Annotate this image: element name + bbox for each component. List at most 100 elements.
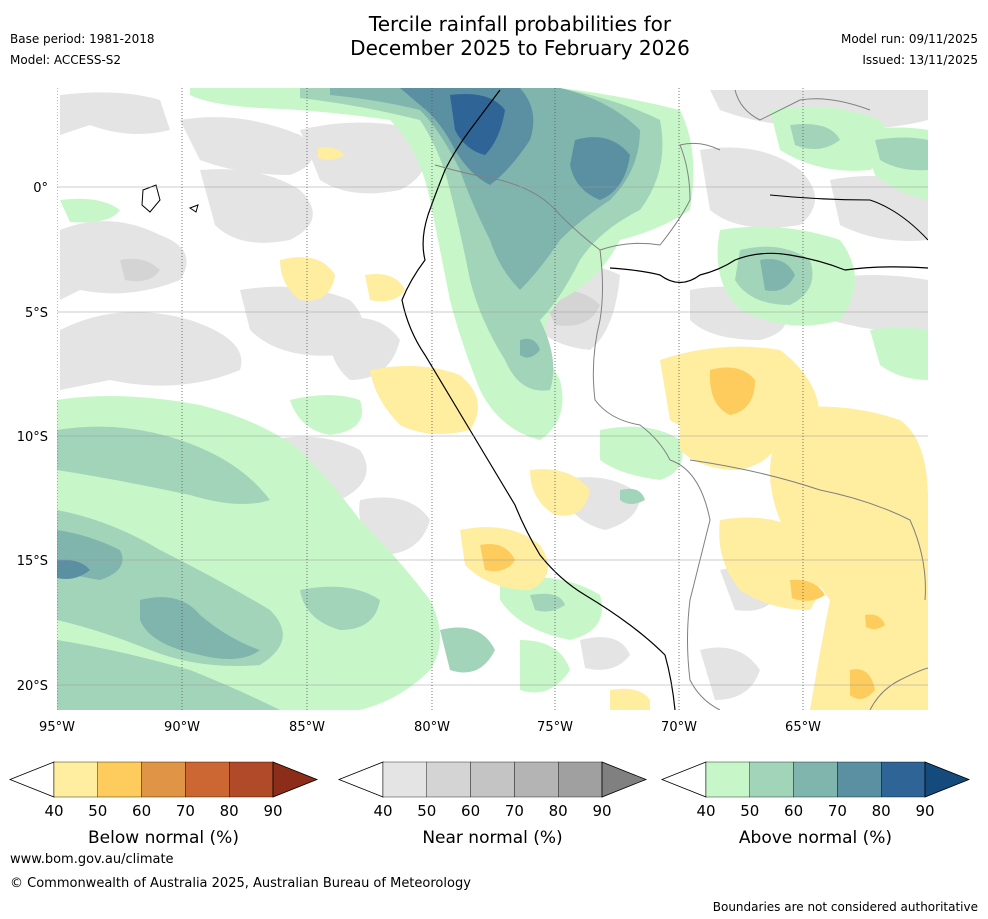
below-normal-50-layer xyxy=(480,367,885,699)
above-normal-region xyxy=(57,426,270,504)
colorbar-segment xyxy=(141,761,186,798)
boundary-line xyxy=(669,459,721,710)
above-normal-region xyxy=(530,593,565,612)
lon-label: 65°W xyxy=(785,720,821,735)
amazon-river xyxy=(609,252,928,284)
below-normal-region xyxy=(680,416,780,470)
above-normal-region xyxy=(620,488,645,504)
colorbar-segment xyxy=(558,761,603,798)
lon-label: 85°W xyxy=(289,720,325,735)
boundary-line xyxy=(599,142,721,251)
colorbar-segment xyxy=(514,761,559,798)
footer-url[interactable]: www.bom.gov.au/climate xyxy=(10,852,174,867)
colorbars: 40 50 60 70 80 90 Below normal (%) 40 50 60 70 80 90… xyxy=(8,761,971,848)
above-normal-80-layer xyxy=(450,94,505,155)
colorbar-tick: 60 xyxy=(132,802,151,820)
near-normal-patch xyxy=(60,92,170,135)
near-normal-patch xyxy=(700,147,815,228)
above-normal-region xyxy=(440,627,495,673)
colorbar-segment xyxy=(837,761,882,798)
river-north xyxy=(769,194,928,241)
country-boundaries xyxy=(434,89,928,710)
gridlines xyxy=(57,88,928,710)
colorbar-tick: 60 xyxy=(461,802,480,820)
colorbar-tick: 90 xyxy=(592,802,611,820)
near-normal-layer xyxy=(60,90,928,700)
boundary-line xyxy=(689,459,926,601)
colorbar-tick: 50 xyxy=(417,802,436,820)
colorbar-high-extend xyxy=(272,761,319,798)
below-normal-region xyxy=(770,406,928,710)
above-normal-region xyxy=(57,640,280,710)
colorbar-tick: 90 xyxy=(915,802,934,820)
above-normal-region xyxy=(330,88,640,290)
model-run: Model run: 09/11/2025 xyxy=(840,32,978,46)
below-normal-region xyxy=(280,257,335,301)
meta-left: Base period: 1981-2018 Model: ACCESS-S2 xyxy=(10,32,155,74)
map-area xyxy=(57,88,928,710)
above-normal-region xyxy=(790,124,840,149)
colorbar-tick: 70 xyxy=(176,802,195,820)
above-normal-region xyxy=(870,327,928,380)
above-normal-region xyxy=(450,94,505,155)
colorbar-tick: 50 xyxy=(88,802,107,820)
below-normal-region xyxy=(365,274,405,302)
colorbar-segment xyxy=(749,761,794,798)
lat-label: 0° xyxy=(33,181,48,196)
colorbar-segment xyxy=(470,761,515,798)
colorbar-tick: 80 xyxy=(549,802,568,820)
colorbar-segment xyxy=(382,761,427,798)
lat-label: 15°S xyxy=(17,554,48,569)
colorbar-segment xyxy=(793,761,838,798)
above-normal-region xyxy=(760,259,795,291)
above-normal-region xyxy=(875,137,928,171)
colorbar-segment xyxy=(97,761,142,798)
colorbar-low-extend xyxy=(8,761,55,798)
boundary-line xyxy=(734,89,871,121)
colorbar-tick: 70 xyxy=(828,802,847,820)
near-normal-patch xyxy=(200,169,313,243)
lon-label: 90°W xyxy=(164,720,200,735)
colorbar-tick: 80 xyxy=(872,802,891,820)
below-normal-region xyxy=(440,384,475,408)
below-normal-region xyxy=(370,366,478,434)
colorbar-tick: 40 xyxy=(373,802,392,820)
boundary-line xyxy=(592,249,671,461)
below-normal-region xyxy=(850,669,875,699)
colorbar-segment xyxy=(228,761,274,798)
colorbar-tick: 40 xyxy=(696,802,715,820)
colorbar-tick: 70 xyxy=(505,802,524,820)
colorbar-tick: 50 xyxy=(740,802,759,820)
below-normal-region xyxy=(709,367,755,415)
boundary-line xyxy=(434,164,601,251)
colorbar-high-extend xyxy=(924,761,971,798)
near-normal-patch xyxy=(120,258,160,282)
lon-label: 75°W xyxy=(537,720,573,735)
issued-date: Issued: 13/11/2025 xyxy=(862,53,978,67)
galapagos-islet xyxy=(188,204,199,213)
colorbar-label: Above normal (%) xyxy=(739,828,892,848)
colorbar-tick: 90 xyxy=(263,802,282,820)
colorbar-3: 40 50 60 70 80 90 Above normal (%) xyxy=(660,761,971,848)
above-normal-region xyxy=(300,586,380,630)
above-normal-region xyxy=(290,395,362,435)
meta-right: Model run: 09/11/2025 Issued: 13/11/2025 xyxy=(841,32,978,74)
chart-title: Tercile rainfall probabilities for Decem… xyxy=(0,12,988,60)
colorbar-label: Below normal (%) xyxy=(88,828,239,848)
colorbar-1: 40 50 60 70 80 90 Below normal (%) xyxy=(8,761,319,848)
above-normal-60-layer xyxy=(57,88,795,659)
coastline xyxy=(401,89,676,710)
model-name: Model: ACCESS-S2 xyxy=(10,53,122,67)
above-normal-region xyxy=(140,597,260,659)
galapagos-islands xyxy=(141,184,161,213)
above-normal-region xyxy=(57,559,90,579)
lat-label: 10°S xyxy=(17,430,48,445)
above-normal-region xyxy=(520,338,540,358)
colorbar-label: Near normal (%) xyxy=(422,828,562,848)
near-normal-patch xyxy=(700,647,760,700)
footer-disclaimer: Boundaries are not considered authoritat… xyxy=(712,900,978,914)
colorbar-tick: 40 xyxy=(44,802,63,820)
title-line-1: Tercile rainfall probabilities for xyxy=(368,12,672,36)
near-normal-patch xyxy=(300,122,427,194)
colorbar-segment xyxy=(185,761,230,798)
